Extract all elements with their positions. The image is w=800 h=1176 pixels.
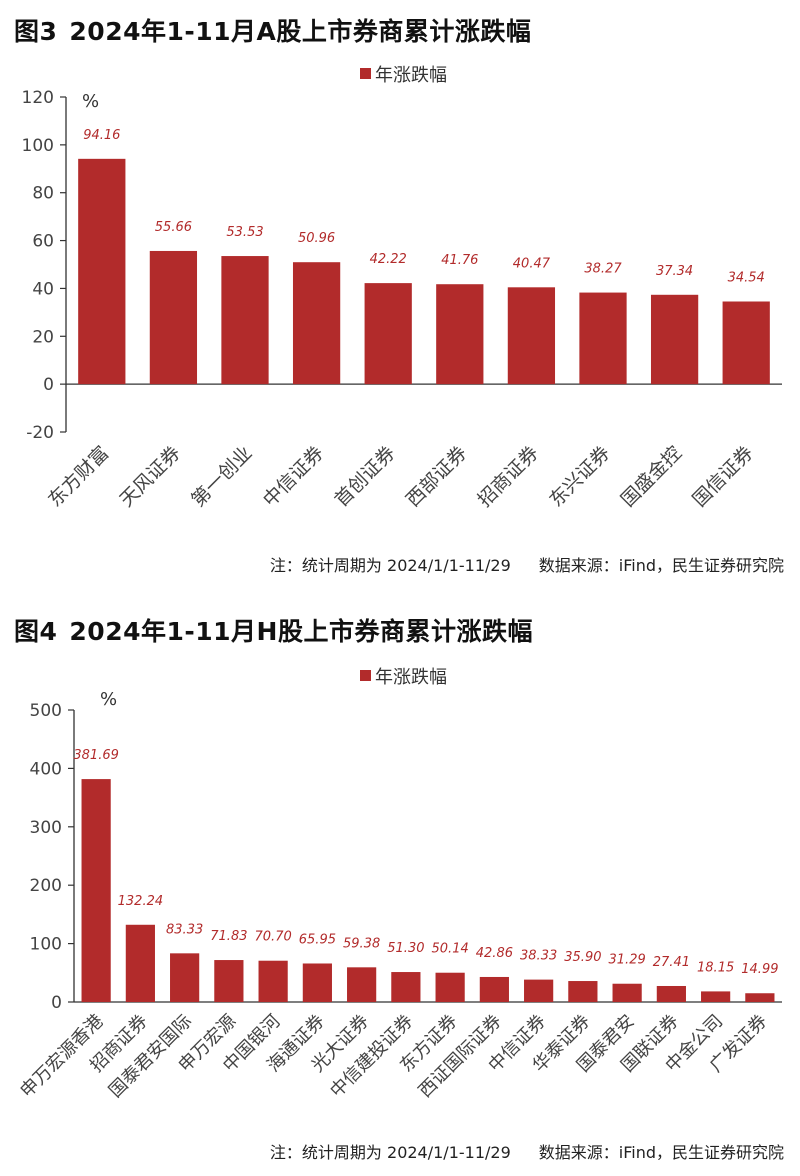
chart1-data-label: 71.83: [210, 929, 247, 944]
chart0-bar: [78, 158, 126, 385]
figure-4-note: 注：统计周期为 2024/1/1-11/29 数据来源：iFind，民生证券研究院: [270, 1139, 784, 1163]
chart0-category-label: 东兴证券: [545, 442, 614, 511]
chart1-y-tick-label: 400: [30, 759, 62, 779]
chart0-category-label: 首创证券: [330, 442, 399, 511]
chart1-data-label: 65.95: [299, 932, 336, 947]
chart1-legend-label: 年涨跌幅: [375, 667, 447, 688]
chart0-category-label: 国信证券: [688, 442, 757, 511]
chart1-data-label: 42.86: [476, 946, 513, 961]
chart0-bar: [507, 287, 556, 385]
chart0-unit-label: %: [82, 91, 99, 112]
figure-4-note-source: 数据来源：iFind，民生证券研究院: [538, 1143, 784, 1162]
chart0-category-label: 国盛金控: [617, 442, 686, 511]
chart1-y-tick-label: 300: [30, 818, 62, 838]
chart0-category-label: 中信证券: [259, 442, 328, 511]
chart1-y-tick-label: 200: [30, 876, 62, 896]
figure-3-note-period: 注：统计周期为 2024/1/1-11/29: [269, 556, 511, 575]
chart1-bar: [170, 953, 200, 1002]
chart0-bar: [292, 262, 341, 385]
chart1-bar: [302, 963, 332, 1002]
chart1-bar: [568, 981, 598, 1002]
figure-3-title: 图3 2024年1-11月A股上市券商累计涨跌幅: [14, 12, 531, 48]
chart1-bar: [258, 960, 288, 1002]
chart0-data-label: 40.47: [513, 256, 551, 271]
chart0-legend-swatch: [360, 68, 371, 79]
figure-3-note: 注：统计周期为 2024/1/1-11/29 数据来源：iFind，民生证券研究院: [270, 552, 784, 576]
figure-4-title-text: 2024年1-11月H股上市券商累计涨跌幅: [69, 617, 533, 646]
figure-3-title-text: 2024年1-11月A股上市券商累计涨跌幅: [69, 17, 532, 46]
chart1-bar: [656, 985, 686, 1002]
chart1-data-label: 381.69: [73, 748, 119, 763]
chart0-y-tick-label: 80: [32, 184, 54, 204]
chart0-category-label: 招商证券: [474, 442, 543, 511]
chart0-y-tick-label: -20: [26, 423, 54, 443]
chart1-y-tick-label: 0: [51, 993, 62, 1013]
chart0-bar: [722, 301, 770, 385]
chart1-bar: [479, 976, 509, 1002]
chart1-data-label: 59.38: [343, 936, 380, 951]
chart1-bar: [214, 960, 244, 1002]
chart0-bar: [149, 250, 198, 385]
chart0-data-label: 55.66: [155, 220, 192, 235]
chart0-data-label: 94.16: [83, 128, 120, 143]
chart1-data-label: 31.29: [609, 953, 646, 968]
chart0-legend-label: 年涨跌幅: [375, 65, 447, 86]
figure-4-note-period: 注：统计周期为 2024/1/1-11/29: [269, 1143, 511, 1162]
chart0-bar: [579, 292, 627, 385]
chart0-y-tick-label: 40: [32, 279, 54, 299]
chart0-category-label: 第一创业: [187, 442, 256, 511]
chart1-bar: [391, 972, 421, 1002]
chart1-data-label: 27.41: [653, 955, 690, 970]
chart1-data-label: 14.99: [741, 962, 778, 977]
chart0-data-label: 53.53: [226, 225, 263, 240]
chart1-bar: [701, 991, 731, 1002]
chart1-y-tick-label: 100: [30, 935, 62, 955]
chart0-bar: [650, 294, 699, 385]
chart0-data-label: 37.34: [656, 264, 693, 279]
chart1-bar: [612, 983, 642, 1002]
chart0-y-tick-label: 60: [32, 232, 54, 252]
chart0-category-label: 西部证券: [402, 442, 471, 511]
chart0-bar: [221, 256, 269, 385]
chart1-bar: [524, 979, 554, 1002]
chart1-data-label: 70.70: [255, 930, 292, 945]
chart1-data-label: 83.33: [166, 922, 203, 937]
chart1-data-label: 50.14: [432, 942, 469, 957]
chart0-data-label: 38.27: [584, 262, 622, 277]
figure-4-title: 图4 2024年1-11月H股上市券商累计涨跌幅: [14, 612, 533, 648]
chart0-data-label: 42.22: [370, 252, 407, 267]
chart0-data-label: 50.96: [298, 231, 335, 246]
chart0-category-label: 天风证券: [116, 442, 185, 511]
chart0-category-label: 东方财富: [44, 442, 113, 511]
chart0-bar: [436, 284, 484, 385]
chart0-y-tick-label: 100: [22, 136, 54, 156]
chart1-bar: [81, 779, 111, 1002]
chart1-bar: [347, 967, 377, 1002]
chart0-data-label: 34.54: [728, 270, 765, 285]
chart1-data-label: 38.33: [520, 949, 557, 964]
chart1-unit-label: %: [100, 689, 117, 710]
chart1-bar: [435, 972, 465, 1002]
chart1-y-tick-label: 500: [30, 701, 62, 721]
chart0-y-tick-label: 120: [22, 88, 54, 108]
chart1-legend-swatch: [360, 670, 371, 681]
figure-4-bar-chart: 年涨跌幅%0100200300400500381.69申万宏源香港132.24招…: [16, 667, 782, 1102]
chart1-data-label: 132.24: [118, 894, 164, 909]
chart0-data-label: 41.76: [441, 253, 478, 268]
chart1-bar: [125, 924, 155, 1002]
chart0-y-tick-label: 20: [32, 327, 54, 347]
chart1-bar: [745, 993, 775, 1002]
chart0-bar: [364, 283, 412, 385]
chart0-y-tick-label: 0: [43, 375, 54, 395]
figure-3-note-source: 数据来源：iFind，民生证券研究院: [538, 556, 784, 575]
figure-3-bar-chart: 年涨跌幅% -20 0 20 40 60 80 100 120 94.16 东方财富 55.66 天风证…: [22, 65, 782, 511]
figure-4-number: 图4: [14, 617, 58, 646]
figure-3-number: 图3: [14, 17, 58, 46]
chart1-data-label: 18.15: [697, 960, 734, 975]
chart1-data-label: 35.90: [564, 950, 601, 965]
chart1-data-label: 51.30: [387, 941, 424, 956]
